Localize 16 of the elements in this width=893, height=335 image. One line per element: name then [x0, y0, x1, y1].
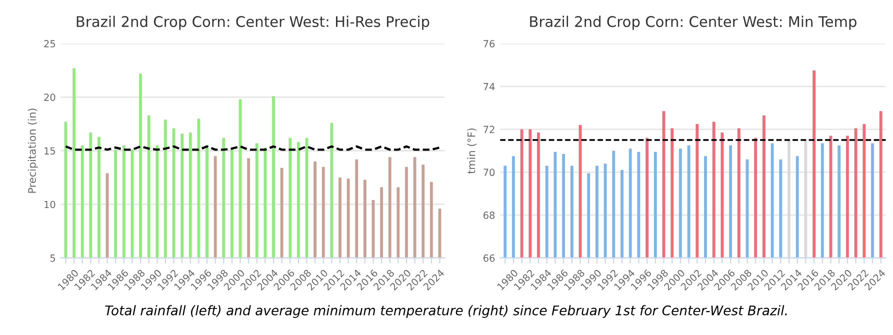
- text: Total rainfall (left) and average minimum temperature (right) since February 1st for Center-West Brazil.: [105, 305, 787, 318]
- y-tick-label: 10: [44, 200, 56, 208]
- chart-title: Brazil 2nd Crop Corn: Center West: Hi-Res Precip: [76, 16, 430, 30]
- chart-title: Brazil 2nd Crop Corn: Center West: Min Temp: [530, 16, 856, 30]
- y-tick-label: 5: [50, 254, 56, 262]
- y-tick-label: 72: [484, 126, 494, 134]
- y-tick-label: 25: [44, 40, 56, 48]
- y-tick-label: 76: [484, 40, 495, 48]
- y-tick-label: 15: [44, 147, 56, 155]
- y-axis-title: Precipitation (in): [28, 108, 38, 193]
- y-tick-label: 20: [44, 94, 56, 101]
- y-axis-title: tmin (°F): [467, 128, 476, 174]
- y-tick-label: 68: [484, 212, 495, 219]
- y-tick-label: 66: [484, 254, 495, 262]
- y-tick-label: 74: [484, 83, 495, 90]
- y-tick-label: 70: [484, 168, 495, 176]
